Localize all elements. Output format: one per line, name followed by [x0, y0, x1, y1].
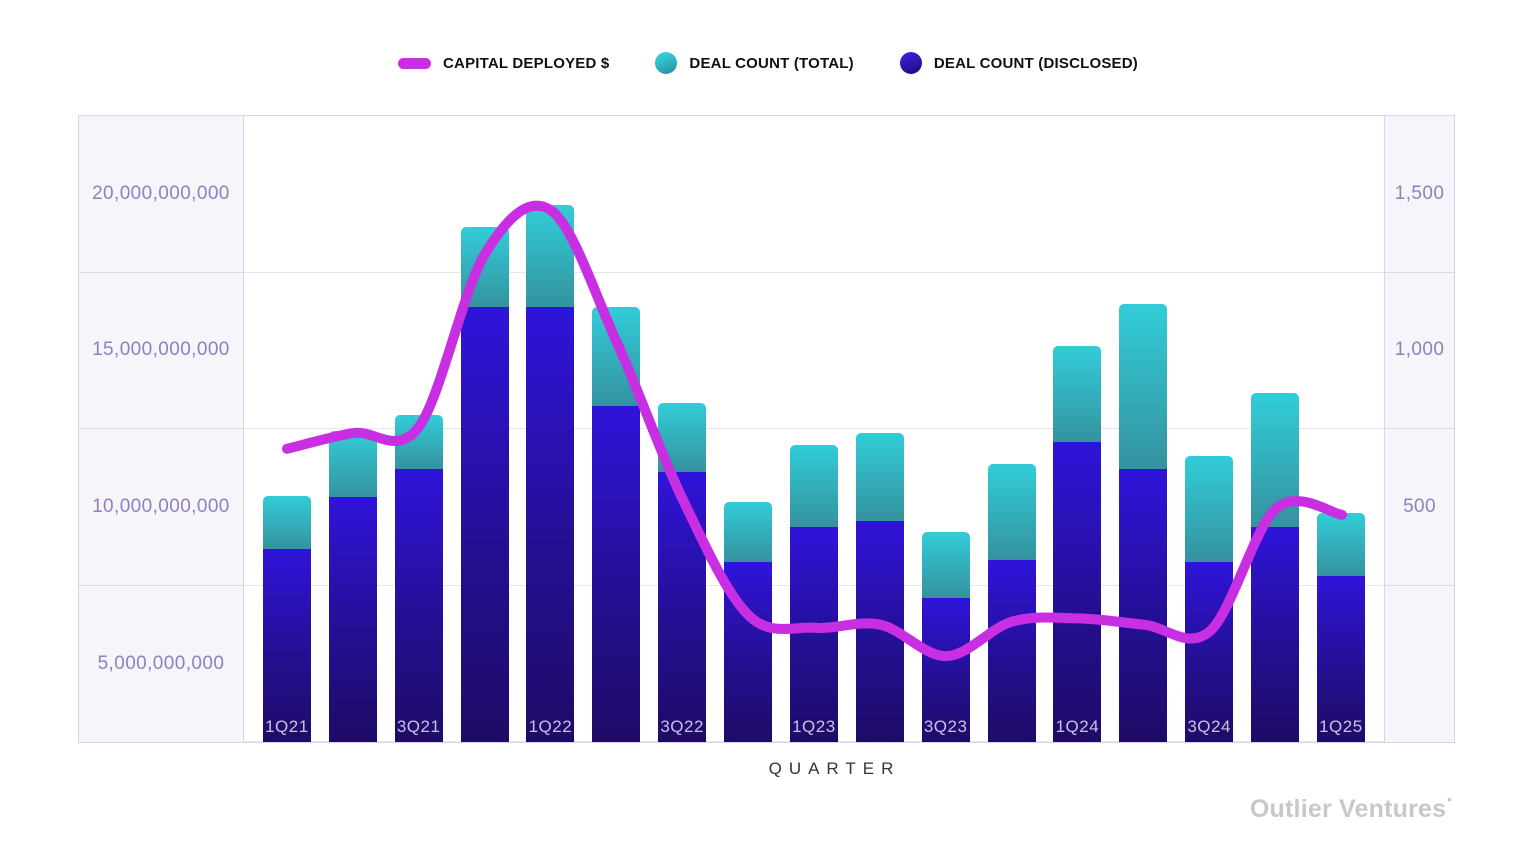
- deal-count-disclosed-segment[interactable]: [789, 526, 838, 742]
- axis-tick-label: 1,000: [1394, 339, 1445, 361]
- axis-tick-label: 1,500: [1394, 182, 1445, 204]
- deal-count-disclosed-segment[interactable]: [1185, 561, 1234, 742]
- deal-count-total-segment[interactable]: [789, 445, 838, 527]
- bar-3Q21: 3Q21: [394, 116, 443, 742]
- x-tick-label: 1Q24: [1055, 717, 1100, 736]
- axis-row: 1,500: [1385, 116, 1454, 273]
- plot-area: 1Q21 3Q21 1Q22 3Q22 1Q23 3Q23 1Q24 3Q24 1Q25: [243, 116, 1385, 742]
- deal-count-disclosed-segment[interactable]: [526, 307, 575, 742]
- deal-count-total-segment[interactable]: [724, 501, 772, 562]
- x-tick-label: 1Q22: [528, 717, 573, 736]
- legend-item-1[interactable]: DEAL COUNT (TOTAL): [655, 52, 854, 74]
- x-tick-label: 1Q25: [1319, 717, 1363, 736]
- right-axis: 1,500 1,000 500: [1384, 116, 1454, 742]
- bar-1Q22: 1Q22: [526, 116, 575, 742]
- x-tick-label: 3Q23: [923, 717, 968, 736]
- axis-tick-label: 15,000,000,000: [92, 339, 230, 361]
- deal-count-total-segment[interactable]: [1316, 512, 1365, 576]
- deal-count-disclosed-segment[interactable]: [328, 497, 377, 742]
- axis-row: 1,000: [1385, 273, 1454, 429]
- deal-count-disclosed-segment[interactable]: [724, 561, 772, 742]
- bar-1Q24: 1Q24: [1053, 116, 1102, 742]
- x-tick-label: 3Q22: [660, 717, 704, 736]
- bar-4Q21: [460, 116, 509, 742]
- deal-count-total-segment[interactable]: [658, 402, 707, 472]
- axis-tick-label: 20,000,000,000: [92, 182, 230, 204]
- combo-chart: 20,000,000,000 15,000,000,000 10,000,000,0…: [78, 115, 1455, 743]
- axis-row: [1385, 586, 1454, 743]
- deal-count-disclosed-segment[interactable]: [987, 559, 1036, 742]
- bar-1Q21: 1Q21: [262, 116, 311, 742]
- bars-layer: 1Q21 3Q21 1Q22 3Q22 1Q23 3Q23 1Q24 3Q24 1Q25: [244, 116, 1384, 742]
- axis-row: 5,000,000,000: [79, 586, 243, 743]
- axis-tick-label: 5,000,000,000: [97, 652, 225, 674]
- bar-2Q21: [328, 116, 377, 742]
- bar-2Q22: [592, 116, 641, 742]
- bar-3Q23: 3Q23: [921, 116, 970, 742]
- bar-4Q24: [1251, 116, 1299, 742]
- legend-dot-swatch: [655, 52, 678, 74]
- deal-count-total-segment[interactable]: [328, 431, 377, 498]
- deal-count-total-segment[interactable]: [1119, 303, 1168, 469]
- bar-3Q24: 3Q24: [1185, 116, 1234, 742]
- logo-text: Outlier Ventures: [1249, 795, 1447, 823]
- deal-count-disclosed-segment[interactable]: [394, 468, 443, 742]
- bar-1Q23: 1Q23: [789, 116, 838, 742]
- x-axis-title: QUARTER: [768, 759, 901, 778]
- deal-count-total-segment[interactable]: [262, 495, 311, 549]
- axis-tick-label: 10,000,000,000: [92, 495, 230, 517]
- deal-count-total-segment[interactable]: [394, 415, 443, 469]
- bar-3Q22: 3Q22: [658, 116, 707, 742]
- legend-label: DEAL COUNT (TOTAL): [689, 54, 854, 72]
- legend-label: CAPITAL DEPLOYED $: [443, 54, 610, 72]
- deal-count-total-segment[interactable]: [1053, 346, 1102, 443]
- axis-row: 10,000,000,000: [79, 429, 243, 586]
- deal-count-disclosed-segment[interactable]: [262, 548, 311, 742]
- left-axis: 20,000,000,000 15,000,000,000 10,000,000,0…: [79, 116, 244, 742]
- deal-count-disclosed-segment[interactable]: [460, 307, 509, 742]
- deal-count-disclosed-segment[interactable]: [1119, 468, 1168, 742]
- legend-item-0[interactable]: CAPITAL DEPLOYED $: [398, 55, 609, 72]
- axis-tick-label: 500: [1403, 495, 1436, 517]
- bar-2Q23: [855, 116, 904, 742]
- outlier-ventures-logo: Outlier Ventures•: [1250, 792, 1452, 824]
- chart-legend: CAPITAL DEPLOYED $ DEAL COUNT (TOTAL) DEAL…: [0, 52, 1536, 74]
- x-tick-label: 1Q23: [792, 717, 836, 736]
- deal-count-disclosed-segment[interactable]: [1251, 526, 1299, 742]
- axis-row: 15,000,000,000: [79, 273, 243, 429]
- logo-dot-mark: •: [1447, 792, 1452, 807]
- deal-count-total-segment[interactable]: [987, 464, 1036, 560]
- deal-count-disclosed-segment[interactable]: [855, 520, 904, 742]
- deal-count-disclosed-segment[interactable]: [592, 406, 641, 742]
- bar-4Q22: [724, 116, 772, 742]
- deal-count-total-segment[interactable]: [1251, 393, 1299, 527]
- deal-count-total-segment[interactable]: [592, 307, 641, 406]
- bar-1Q25: 1Q25: [1316, 116, 1365, 742]
- bar-4Q23: [987, 116, 1036, 742]
- legend-item-2[interactable]: DEAL COUNT (DISCLOSED): [899, 52, 1138, 74]
- x-tick-label: 3Q24: [1187, 717, 1231, 736]
- axis-row: 20,000,000,000: [79, 116, 243, 273]
- deal-count-total-segment[interactable]: [921, 531, 970, 598]
- legend-label: DEAL COUNT (DISCLOSED): [933, 54, 1138, 72]
- deal-count-total-segment[interactable]: [526, 205, 575, 308]
- legend-line-swatch: [398, 57, 432, 69]
- legend-dot-swatch: [899, 52, 922, 74]
- deal-count-total-segment[interactable]: [1185, 456, 1234, 562]
- deal-count-disclosed-segment[interactable]: [1053, 442, 1102, 742]
- x-tick-label: 3Q21: [396, 717, 441, 736]
- deal-count-total-segment[interactable]: [855, 432, 904, 521]
- deal-count-total-segment[interactable]: [460, 227, 509, 308]
- x-tick-label: 1Q21: [265, 717, 309, 736]
- axis-row: 500: [1385, 429, 1454, 586]
- deal-count-disclosed-segment[interactable]: [658, 472, 707, 742]
- bar-2Q24: [1119, 116, 1168, 742]
